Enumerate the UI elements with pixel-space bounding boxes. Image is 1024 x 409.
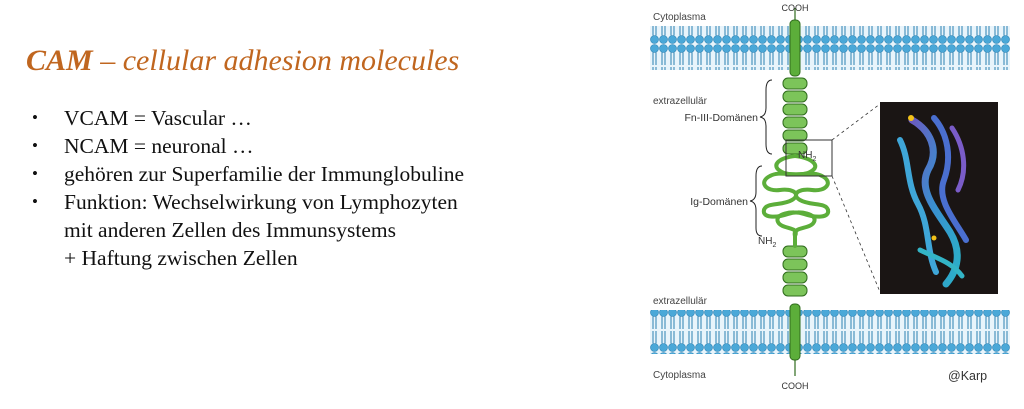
bullet-item: • Funktion: Wechselwirkung von Lymphozyte… [26, 188, 464, 272]
bottom-membrane [650, 310, 1010, 354]
credit-label: @Karp [948, 369, 987, 383]
bullet-dot: • [32, 136, 38, 155]
bullet-dot: • [32, 164, 38, 183]
bullet-item: • NCAM = neuronal … [26, 132, 464, 160]
transmembrane-helix-top [789, 19, 801, 77]
fn-iii-domains-bottom [782, 245, 808, 297]
title-text: – cellular adhesion molecules [92, 44, 460, 77]
top-membrane [650, 26, 1010, 70]
bullet-dot: • [32, 108, 38, 127]
bullet-text: NCAM = neuronal … [64, 134, 254, 158]
bullet-item: • VCAM = Vascular … [26, 104, 464, 132]
nh2-label-top: NH2 [798, 150, 816, 163]
top-terminal-label: COOH [782, 3, 809, 13]
ig-domains [761, 154, 831, 248]
bullet-list: • VCAM = Vascular … • NCAM = neuronal … • g… [26, 104, 464, 272]
ig-domain-structure-image [880, 102, 998, 294]
ig-label: Ig-Domänen [690, 196, 748, 208]
zoom-box [785, 139, 833, 177]
title-acronym: CAM [26, 44, 93, 77]
bottom-cytoplasm-label: Cytoplasma [653, 370, 706, 381]
nh2-label-bottom: NH2 [758, 236, 776, 249]
bullet-text-continued: + Haftung zwischen Zellen [64, 246, 298, 270]
bottom-extracellular-label: extrazellulär [653, 296, 708, 307]
bullet-text: gehören zur Superfamilie der Immunglobul… [64, 162, 465, 186]
bullet-dot: • [32, 192, 38, 211]
fn-iii-label: Fn-III-Domänen [684, 112, 758, 124]
transmembrane-helix-bottom [789, 303, 801, 361]
top-cytoplasm-label: Cytoplasma [653, 12, 706, 23]
fn-iii-domains-top [782, 77, 808, 155]
bullet-text: Funktion: Wechselwirkung von Lymphozyten [64, 190, 458, 214]
bullet-text: VCAM = Vascular … [64, 106, 252, 130]
bullet-item: • gehören zur Superfamilie der Immunglobu… [26, 160, 464, 188]
bullet-text-continued: mit anderen Zellen des Immunsystems [64, 218, 396, 242]
slide-title: CAM – cellular adhesion molecules [26, 44, 459, 78]
top-extracellular-label: extrazellulär [653, 96, 708, 107]
bottom-terminal-label: COOH [782, 381, 809, 391]
